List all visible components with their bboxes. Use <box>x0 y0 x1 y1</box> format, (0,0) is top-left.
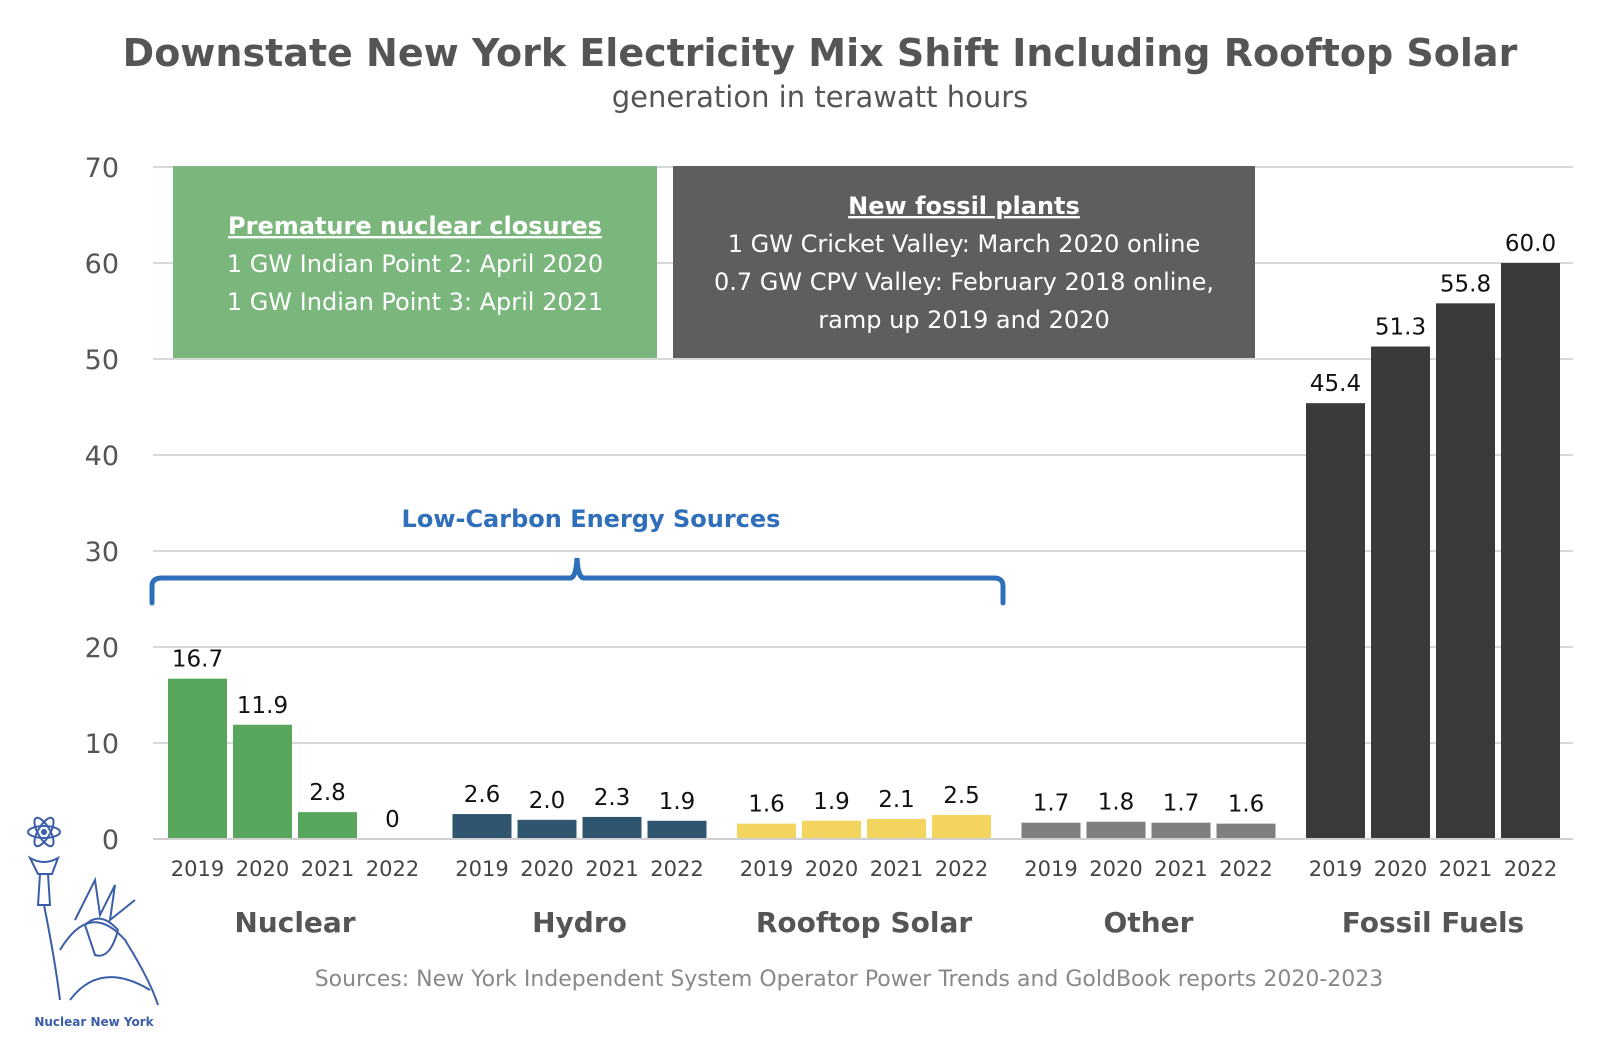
x-tick-label: 2021 <box>1439 857 1492 881</box>
data-label: 55.8 <box>1440 271 1491 297</box>
x-tick-label: 2021 <box>301 857 354 881</box>
x-tick-label: 2022 <box>935 857 988 881</box>
bar <box>1216 823 1276 839</box>
bar-group-nuclear: 16.7 2019 11.9 2020 2.8 2021 0 2022 Nuclear <box>168 647 419 939</box>
chart-subtitle: generation in terawatt hours <box>612 80 1028 114</box>
x-tick-label: 2019 <box>740 857 793 881</box>
data-label: 1.6 <box>1228 792 1265 818</box>
y-tick-label: 20 <box>85 633 119 664</box>
nuclear-box-line: 1 GW Indian Point 2: April 2020 <box>227 250 603 278</box>
data-label: 1.9 <box>659 789 696 815</box>
y-tick-label: 70 <box>85 153 119 184</box>
bar <box>647 820 707 839</box>
fossil-annotation-box: New fossil plants 1 GW Cricket Valley: M… <box>673 166 1255 358</box>
data-label: 0 <box>385 807 400 833</box>
bar <box>582 816 642 839</box>
data-label: 45.4 <box>1310 371 1361 397</box>
x-tick-label: 2020 <box>236 857 289 881</box>
x-tick-label: 2019 <box>455 857 508 881</box>
y-tick-label: 0 <box>102 825 119 856</box>
bar <box>1501 263 1560 839</box>
y-tick-label: 10 <box>85 729 119 760</box>
bars: 16.7 2019 11.9 2020 2.8 2021 0 2022 Nuclear 2.6 20… <box>168 231 1560 939</box>
bar <box>233 724 292 839</box>
data-label: 2.3 <box>594 785 631 811</box>
group-label: Rooftop Solar <box>756 906 973 939</box>
data-label: 1.6 <box>748 792 785 818</box>
bar <box>1021 822 1081 839</box>
source-note: Sources: New York Independent System Ope… <box>315 967 1384 992</box>
data-label: 51.3 <box>1375 315 1426 341</box>
group-label: Other <box>1104 906 1194 939</box>
bar <box>298 812 357 839</box>
bar <box>1371 346 1430 839</box>
bar-group-fossil-fuels: 45.4 2019 51.3 2020 55.8 2021 60.0 2022 Fossil F… <box>1306 231 1560 939</box>
x-tick-label: 2021 <box>1154 857 1207 881</box>
bar-group-other: 1.7 2019 1.8 2020 1.7 2021 1.6 2022 Other <box>1021 790 1276 939</box>
low-carbon-brace <box>149 557 1006 606</box>
group-label: Hydro <box>532 906 627 939</box>
bar <box>1436 303 1495 839</box>
x-tick-label: 2022 <box>1504 857 1557 881</box>
data-label: 2.1 <box>878 787 915 813</box>
bar <box>452 814 512 839</box>
data-label: 1.7 <box>1033 791 1070 817</box>
bar <box>517 819 577 839</box>
nuclear-box-heading: Premature nuclear closures <box>228 212 602 240</box>
x-tick-label: 2019 <box>1309 857 1362 881</box>
data-label: 2.8 <box>309 780 346 806</box>
x-tick-label: 2020 <box>1089 857 1142 881</box>
y-axis-ticks: 0 10 20 30 40 50 60 70 <box>85 153 119 856</box>
bar <box>867 818 926 839</box>
y-tick-label: 60 <box>85 249 119 280</box>
data-label: 2.0 <box>529 788 566 814</box>
bar <box>1306 403 1365 839</box>
data-label: 2.6 <box>464 782 501 808</box>
x-tick-label: 2022 <box>1219 857 1272 881</box>
nuclear-box-line: 1 GW Indian Point 3: April 2021 <box>227 288 603 316</box>
y-tick-label: 40 <box>85 441 119 472</box>
bar-group-hydro: 2.6 2019 2.0 2020 2.3 2021 1.9 2022 Hydro <box>452 782 707 939</box>
brace-label: Low-Carbon Energy Sources <box>402 505 781 533</box>
chart-title: Downstate New York Electricity Mix Shift… <box>123 31 1518 75</box>
x-tick-label: 2021 <box>585 857 638 881</box>
group-label: Nuclear <box>234 906 355 939</box>
data-label: 16.7 <box>172 647 223 673</box>
bar <box>1151 822 1211 839</box>
data-label: 11.9 <box>237 693 288 719</box>
data-label: 2.5 <box>943 783 980 809</box>
data-label: 60.0 <box>1505 231 1556 257</box>
fossil-box-line: 1 GW Cricket Valley: March 2020 online <box>728 230 1200 258</box>
bar <box>932 815 991 839</box>
x-tick-label: 2022 <box>650 857 703 881</box>
x-tick-label: 2020 <box>1374 857 1427 881</box>
bar <box>168 678 227 839</box>
y-tick-label: 50 <box>85 345 119 376</box>
x-tick-label: 2019 <box>171 857 224 881</box>
y-tick-label: 30 <box>85 537 119 568</box>
data-label: 1.9 <box>813 789 850 815</box>
nuclear-annotation-box: Premature nuclear closures 1 GW Indian P… <box>173 166 657 358</box>
logo-text: Nuclear New York <box>34 1015 154 1029</box>
x-tick-label: 2022 <box>366 857 419 881</box>
bar-group-rooftop-solar: 1.6 2019 1.9 2020 2.1 2021 2.5 2022 Rooftop Sola… <box>737 783 991 939</box>
fossil-box-line: 0.7 GW CPV Valley: February 2018 online, <box>714 268 1214 296</box>
data-label: 1.8 <box>1098 790 1135 816</box>
fossil-box-heading: New fossil plants <box>848 192 1080 220</box>
nuclear-new-york-logo: Nuclear New York <box>27 816 159 1029</box>
x-tick-label: 2020 <box>520 857 573 881</box>
bar <box>1086 821 1146 839</box>
bar <box>737 823 796 839</box>
group-label: Fossil Fuels <box>1342 906 1524 939</box>
x-tick-label: 2021 <box>870 857 923 881</box>
x-tick-label: 2020 <box>805 857 858 881</box>
data-label: 1.7 <box>1163 791 1200 817</box>
fossil-box-line: ramp up 2019 and 2020 <box>818 306 1109 334</box>
x-tick-label: 2019 <box>1024 857 1077 881</box>
bar <box>802 820 861 839</box>
